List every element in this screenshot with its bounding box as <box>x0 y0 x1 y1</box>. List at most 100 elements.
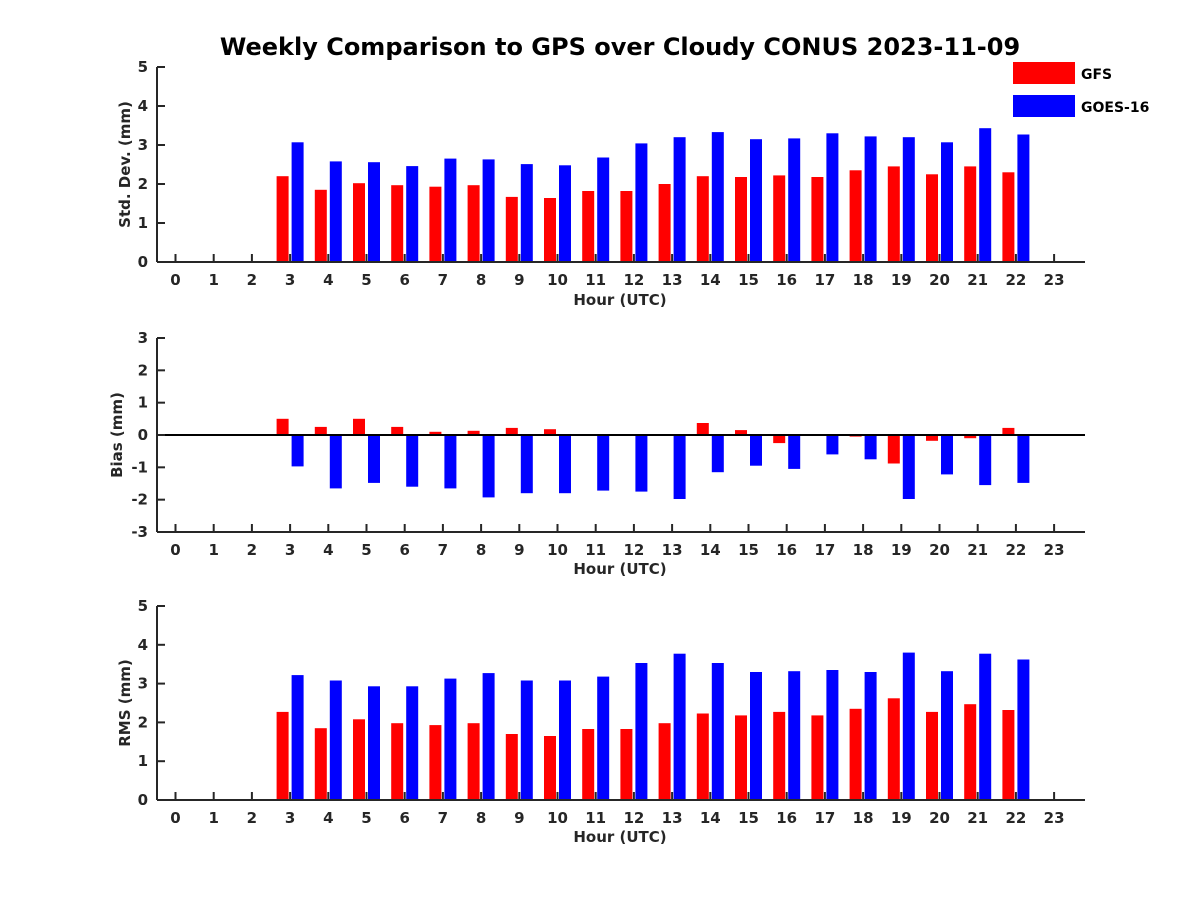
y-tick-label: -1 <box>131 458 148 476</box>
bar-goes-16-hour-22 <box>1017 435 1030 483</box>
bar-goes-16-hour-17 <box>826 435 839 455</box>
x-axis-label: Hour (UTC) <box>573 291 666 309</box>
x-tick-label: 13 <box>662 809 683 827</box>
bar-goes-16-hour-16 <box>788 138 801 262</box>
bar-gfs-hour-14 <box>696 713 709 800</box>
series-goes-16 <box>291 435 1030 499</box>
x-tick-label: 12 <box>623 541 644 559</box>
x-tick-label: 17 <box>814 541 835 559</box>
x-tick-label: 1 <box>208 541 218 559</box>
y-tick-label: 0 <box>138 253 148 271</box>
x-tick-label: 17 <box>814 809 835 827</box>
x-tick-label: 5 <box>361 809 371 827</box>
bar-gfs-hour-8 <box>467 430 480 435</box>
bar-goes-16-hour-3 <box>291 675 304 800</box>
x-tick-label: 3 <box>285 271 295 289</box>
bar-goes-16-hour-12 <box>635 435 648 492</box>
bar-goes-16-hour-5 <box>368 162 380 262</box>
bar-goes-16-hour-8 <box>482 673 495 800</box>
x-tick-label: 14 <box>700 541 721 559</box>
bar-goes-16-hour-4 <box>329 435 342 489</box>
bar-goes-16-hour-9 <box>520 680 533 800</box>
bar-gfs-hour-22 <box>1002 172 1015 262</box>
bar-goes-16-hour-15 <box>750 672 762 800</box>
bar-goes-16-hour-7 <box>444 678 457 800</box>
series-goes-16 <box>291 128 1030 262</box>
bar-goes-16-hour-6 <box>406 686 419 800</box>
bar-goes-16-hour-17 <box>826 670 839 800</box>
bar-gfs-hour-7 <box>429 725 442 800</box>
y-tick-label: 3 <box>138 675 148 693</box>
bar-goes-16-hour-13 <box>673 137 686 262</box>
x-tick-label: 9 <box>514 271 524 289</box>
bar-gfs-hour-18 <box>849 170 862 262</box>
x-tick-label: 8 <box>476 541 486 559</box>
bar-goes-16-hour-22 <box>1017 659 1030 800</box>
bar-goes-16-hour-16 <box>788 435 801 469</box>
legend-label-gfs: GFS <box>1081 67 1112 83</box>
x-tick-label: 23 <box>1044 809 1065 827</box>
bar-gfs-hour-5 <box>353 183 365 262</box>
x-axis-label: Hour (UTC) <box>573 560 666 578</box>
y-tick-label: 1 <box>138 752 148 770</box>
bar-goes-16-hour-4 <box>329 680 342 800</box>
bar-goes-16-hour-14 <box>711 132 724 262</box>
bar-gfs-hour-6 <box>391 185 404 262</box>
bar-goes-16-hour-18 <box>864 435 877 460</box>
bar-gfs-hour-12 <box>620 729 633 800</box>
y-axis-label: Std. Dev. (mm) <box>116 101 134 228</box>
bar-gfs-hour-4 <box>314 728 327 800</box>
bar-gfs-hour-17 <box>811 715 824 800</box>
y-tick-label: 5 <box>138 597 148 615</box>
bar-goes-16-hour-4 <box>329 161 342 262</box>
y-axis-label: Bias (mm) <box>108 392 126 478</box>
x-tick-label: 4 <box>323 541 333 559</box>
x-tick-label: 0 <box>170 541 180 559</box>
bar-gfs-hour-4 <box>314 426 327 435</box>
bar-goes-16-hour-21 <box>979 653 992 800</box>
bar-gfs-hour-3 <box>276 176 289 262</box>
x-tick-label: 9 <box>514 809 524 827</box>
bar-goes-16-hour-3 <box>291 142 304 262</box>
bar-goes-16-hour-17 <box>826 133 839 262</box>
x-tick-label: 1 <box>208 809 218 827</box>
y-tick-label: 0 <box>138 426 148 444</box>
x-tick-label: 12 <box>623 809 644 827</box>
y-tick-label: 1 <box>138 214 148 232</box>
series-gfs <box>276 166 1015 263</box>
y-tick-label: 3 <box>138 329 148 347</box>
bar-gfs-hour-12 <box>620 191 633 262</box>
bar-goes-16-hour-19 <box>902 652 915 800</box>
bar-gfs-hour-9 <box>505 196 518 262</box>
y-tick-label: 5 <box>138 58 148 76</box>
bar-gfs-hour-19 <box>887 435 900 464</box>
bar-goes-16-hour-6 <box>406 166 419 262</box>
bar-goes-16-hour-11 <box>597 157 610 262</box>
bar-goes-16-hour-8 <box>482 435 495 498</box>
x-tick-label: 1 <box>208 271 218 289</box>
bar-gfs-hour-14 <box>696 423 709 435</box>
x-tick-label: 12 <box>623 271 644 289</box>
bar-gfs-hour-6 <box>391 426 404 435</box>
x-tick-label: 2 <box>247 809 257 827</box>
bar-goes-16-hour-14 <box>711 435 724 473</box>
legend-swatch-gfs <box>1013 62 1075 84</box>
bar-gfs-hour-6 <box>391 723 404 800</box>
x-axis-label: Hour (UTC) <box>573 828 666 846</box>
bar-goes-16-hour-6 <box>406 435 419 487</box>
bar-gfs-hour-13 <box>658 723 671 800</box>
x-tick-label: 21 <box>967 541 988 559</box>
bar-gfs-hour-18 <box>849 708 862 800</box>
x-tick-label: 20 <box>929 271 950 289</box>
x-tick-label: 8 <box>476 271 486 289</box>
x-tick-label: 9 <box>514 541 524 559</box>
x-tick-label: 7 <box>438 271 448 289</box>
x-tick-label: 10 <box>547 809 568 827</box>
series-gfs <box>276 418 1015 464</box>
bar-goes-16-hour-7 <box>444 435 457 489</box>
bar-gfs-hour-8 <box>467 723 480 800</box>
bar-gfs-hour-11 <box>582 191 595 262</box>
bar-goes-16-hour-18 <box>864 672 877 800</box>
x-tick-label: 22 <box>1005 541 1026 559</box>
